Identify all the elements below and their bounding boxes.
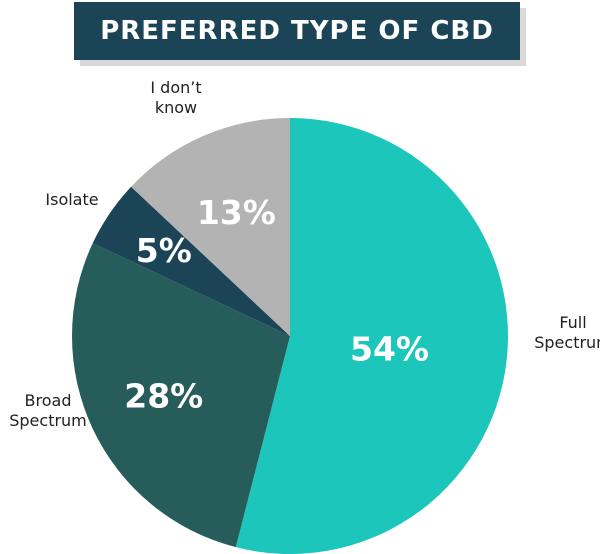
pie-slice-broad-spectrum (71, 243, 290, 548)
category-label-broad-spectrum: Broad Spectrum (9, 391, 87, 430)
percent-label-full-spectrum: 54% (350, 330, 429, 369)
percent-label-isolate: 5% (136, 231, 192, 270)
category-label-i-don-t-know: I don’t know (150, 78, 201, 117)
category-label-isolate: Isolate (45, 190, 98, 209)
percent-labels: 54% 28% 5%13% (124, 193, 429, 415)
category-label-full-spectrum: FullSpectrum (534, 313, 600, 352)
percent-label-i-don-t-know: 13% (197, 193, 276, 232)
title-banner: PREFERRED TYPE OF CBD (74, 2, 520, 60)
percent-label-broad-spectrum: 28% (124, 376, 203, 415)
pie-slice-i-don-t-know (131, 118, 290, 336)
chart-title: PREFERRED TYPE OF CBD (100, 16, 494, 46)
pie-slice-isolate (92, 186, 290, 336)
pie-slice-full-spectrum (235, 118, 509, 554)
pie-slices (71, 118, 509, 554)
